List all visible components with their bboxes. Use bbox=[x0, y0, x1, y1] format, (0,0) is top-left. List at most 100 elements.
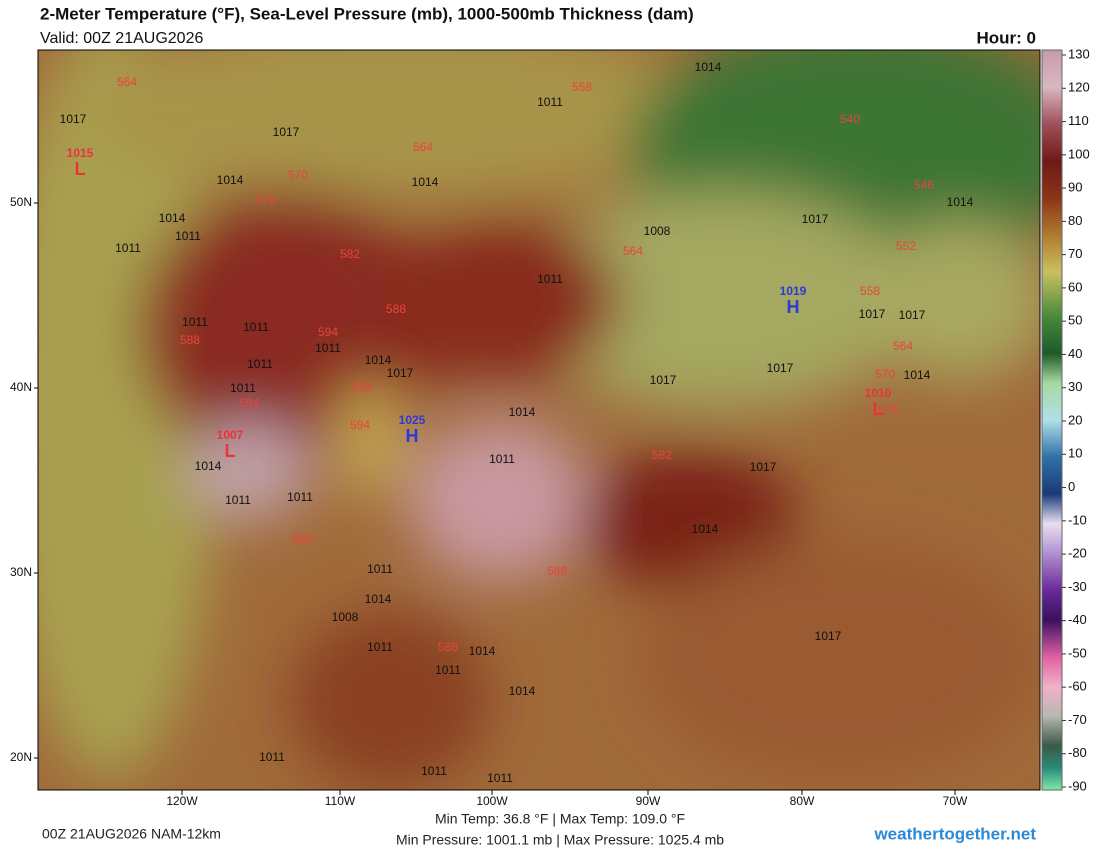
pressure-contour-label: 1011 bbox=[243, 320, 269, 334]
pressure-contour-label: 1011 bbox=[435, 663, 461, 677]
colorbar-label: 60 bbox=[1068, 279, 1082, 294]
pressure-contour-label: 1011 bbox=[230, 381, 256, 395]
pressure-contour-label: 1011 bbox=[315, 341, 341, 355]
thickness-contour-label: 576 bbox=[255, 193, 275, 207]
lat-label: 50N bbox=[10, 195, 32, 209]
colorbar-label: 90 bbox=[1068, 180, 1082, 195]
colorbar-label: 120 bbox=[1068, 80, 1090, 95]
pressure-contour-label: 1011 bbox=[537, 95, 563, 109]
colorbar-label: -50 bbox=[1068, 645, 1087, 660]
pressure-contour-label: 1011 bbox=[259, 750, 285, 764]
pressure-contour-label: 1017 bbox=[815, 629, 842, 643]
colorbar-label: -80 bbox=[1068, 745, 1087, 760]
colorbar-label: -40 bbox=[1068, 612, 1087, 627]
lon-label: 120W bbox=[166, 794, 198, 808]
center-letter: L bbox=[873, 399, 884, 419]
pressure-contour-label: 1017 bbox=[767, 361, 794, 375]
colorbar-label: 30 bbox=[1068, 379, 1082, 394]
colorbar-label: -70 bbox=[1068, 712, 1087, 727]
center-letter: L bbox=[75, 159, 86, 179]
colorbar-label: 130 bbox=[1068, 46, 1090, 61]
pressure-contour-label: 1011 bbox=[247, 357, 273, 371]
pressure-contour-label: 1014 bbox=[412, 175, 439, 189]
pressure-contour-label: 1011 bbox=[175, 229, 201, 243]
forecast-hour: Hour: 0 bbox=[977, 28, 1037, 47]
colorbar-label: -10 bbox=[1068, 512, 1087, 527]
thickness-contour-label: 552 bbox=[896, 239, 916, 253]
center-pressure: 1015 bbox=[67, 146, 94, 160]
thickness-contour-label: 582 bbox=[340, 247, 360, 261]
pressure-contour-label: 1008 bbox=[332, 610, 359, 624]
center-pressure: 1019 bbox=[780, 284, 807, 298]
center-pressure: 1007 bbox=[217, 428, 244, 442]
run-info: 00Z 21AUG2026 NAM-12km bbox=[42, 826, 221, 842]
thickness-contour-label: 588 bbox=[292, 532, 312, 546]
center-letter: L bbox=[225, 441, 236, 461]
pressure-contour-label: 1011 bbox=[115, 241, 141, 255]
thickness-contour-label: 576 bbox=[878, 403, 898, 417]
thickness-contour-label: 564 bbox=[413, 140, 433, 154]
pressure-contour-label: 1017 bbox=[273, 125, 300, 139]
thickness-contour-label: 588 bbox=[547, 564, 567, 578]
colorbar bbox=[1041, 49, 1063, 791]
colorbar-label: 100 bbox=[1068, 146, 1090, 161]
lon-label: 110W bbox=[325, 794, 356, 808]
temp-stats: Min Temp: 36.8 °F | Max Temp: 109.0 °F bbox=[435, 811, 685, 827]
thickness-contour-label: 564 bbox=[893, 339, 913, 353]
pressure-contour-label: 1017 bbox=[899, 308, 926, 322]
pressure-contour-label: 1014 bbox=[695, 60, 722, 74]
lon-label: 90W bbox=[636, 794, 661, 808]
thickness-contour-label: 570 bbox=[875, 367, 895, 381]
thickness-contour-label: 570 bbox=[288, 168, 308, 182]
pressure-contour-label: 1014 bbox=[195, 459, 222, 473]
pressure-contour-label: 1014 bbox=[469, 644, 496, 658]
pressure-contour-label: 1014 bbox=[509, 405, 536, 419]
colorbar-label: -30 bbox=[1068, 579, 1087, 594]
pressure-contour-label: 1014 bbox=[904, 368, 931, 382]
thickness-contour-label: 588 bbox=[386, 302, 406, 316]
pressure-contour-label: 1014 bbox=[217, 173, 244, 187]
title: 2-Meter Temperature (°F), Sea-Level Pres… bbox=[40, 4, 694, 23]
colorbar-label: 50 bbox=[1068, 313, 1082, 328]
pressure-contour-label: 1011 bbox=[182, 315, 208, 329]
colorbar-label: 70 bbox=[1068, 246, 1082, 261]
pressure-contour-label: 1011 bbox=[537, 272, 563, 286]
pressure-contour-label: 1017 bbox=[387, 366, 414, 380]
pressure-contour-label: 1011 bbox=[367, 640, 393, 654]
center-letter: H bbox=[406, 426, 419, 446]
colorbar-label: 110 bbox=[1068, 113, 1089, 128]
pressure-contour-label: 1011 bbox=[421, 764, 447, 778]
lon-label: 100W bbox=[476, 794, 508, 808]
thickness-contour-label: 588 bbox=[438, 640, 458, 654]
pressure-contour-label: 1017 bbox=[750, 460, 777, 474]
center-letter: H bbox=[787, 297, 800, 317]
thickness-contour-label: 588 bbox=[180, 333, 200, 347]
thickness-contour-label: 594 bbox=[350, 418, 370, 432]
thickness-contour-label: 540 bbox=[840, 112, 860, 126]
colorbar-label: -90 bbox=[1068, 778, 1087, 793]
thickness-contour-label: 558 bbox=[860, 284, 880, 298]
pressure-contour-label: 1014 bbox=[159, 211, 186, 225]
map bbox=[38, 50, 1040, 790]
lat-label: 40N bbox=[10, 380, 32, 394]
pressure-contour-label: 1014 bbox=[692, 522, 719, 536]
pressure-contour-label: 1014 bbox=[947, 195, 974, 209]
colorbar-label: -60 bbox=[1068, 679, 1087, 694]
thickness-contour-label: 594 bbox=[352, 380, 372, 394]
pressure-contour-label: 1014 bbox=[365, 592, 392, 606]
pressure-contour-label: 1014 bbox=[365, 353, 392, 367]
pressure-contour-label: 1008 bbox=[644, 224, 671, 238]
colorbar-label: 10 bbox=[1068, 446, 1082, 461]
center-pressure: 1010 bbox=[865, 386, 892, 400]
lat-label: 20N bbox=[10, 750, 32, 764]
center-pressure: 1025 bbox=[399, 413, 426, 427]
colorbar-label: -20 bbox=[1068, 546, 1087, 561]
pressure-contour-label: 1011 bbox=[367, 562, 393, 576]
thickness-contour-label: 564 bbox=[623, 244, 643, 258]
thickness-contour-label: 594 bbox=[318, 325, 338, 339]
thickness-contour-label: 564 bbox=[117, 75, 137, 89]
pressure-contour-label: 1011 bbox=[287, 490, 313, 504]
pressure-stats: Min Pressure: 1001.1 mb | Max Pressure: … bbox=[396, 832, 724, 848]
colorbar-label: 20 bbox=[1068, 412, 1082, 427]
